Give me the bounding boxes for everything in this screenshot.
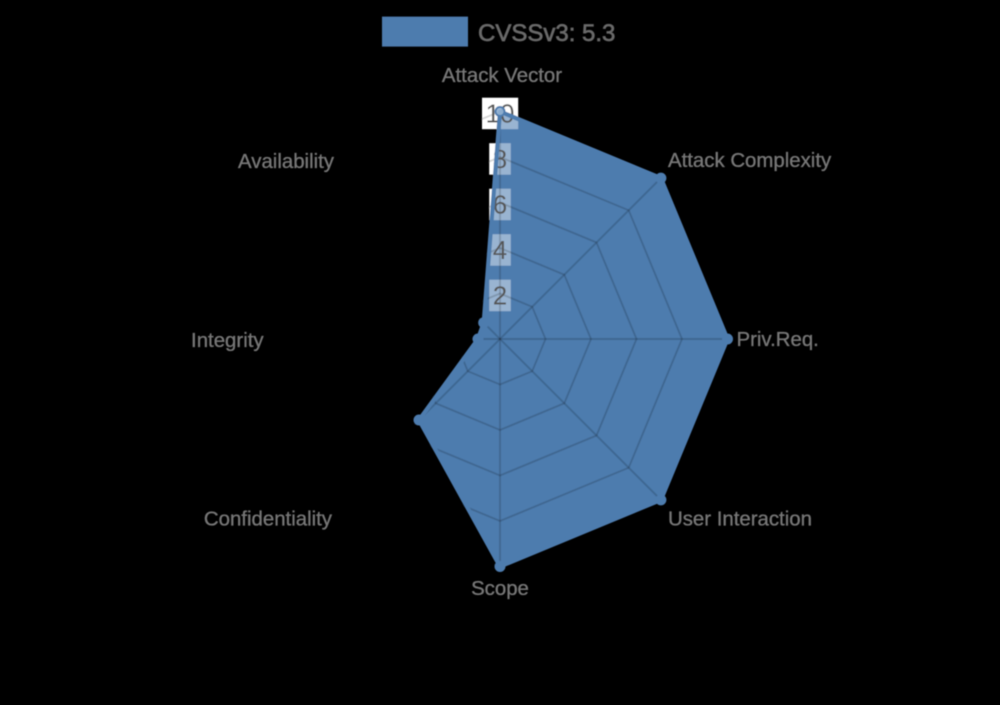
svg-text:2: 2 [493, 281, 507, 311]
svg-text:Scope: Scope [471, 578, 529, 600]
svg-text:Priv.Req.: Priv.Req. [737, 329, 819, 351]
svg-text:Availability: Availability [238, 151, 335, 173]
svg-text:User Interaction: User Interaction [668, 509, 812, 531]
svg-text:CVSSv3: 5.3: CVSSv3: 5.3 [478, 20, 615, 47]
svg-text:4: 4 [493, 235, 507, 265]
svg-text:6: 6 [493, 190, 507, 220]
svg-text:Attack Complexity: Attack Complexity [668, 150, 832, 172]
svg-text:Attack Vector: Attack Vector [442, 65, 562, 87]
svg-text:Confidentiality: Confidentiality [204, 509, 333, 531]
svg-text:Integrity: Integrity [191, 330, 264, 352]
